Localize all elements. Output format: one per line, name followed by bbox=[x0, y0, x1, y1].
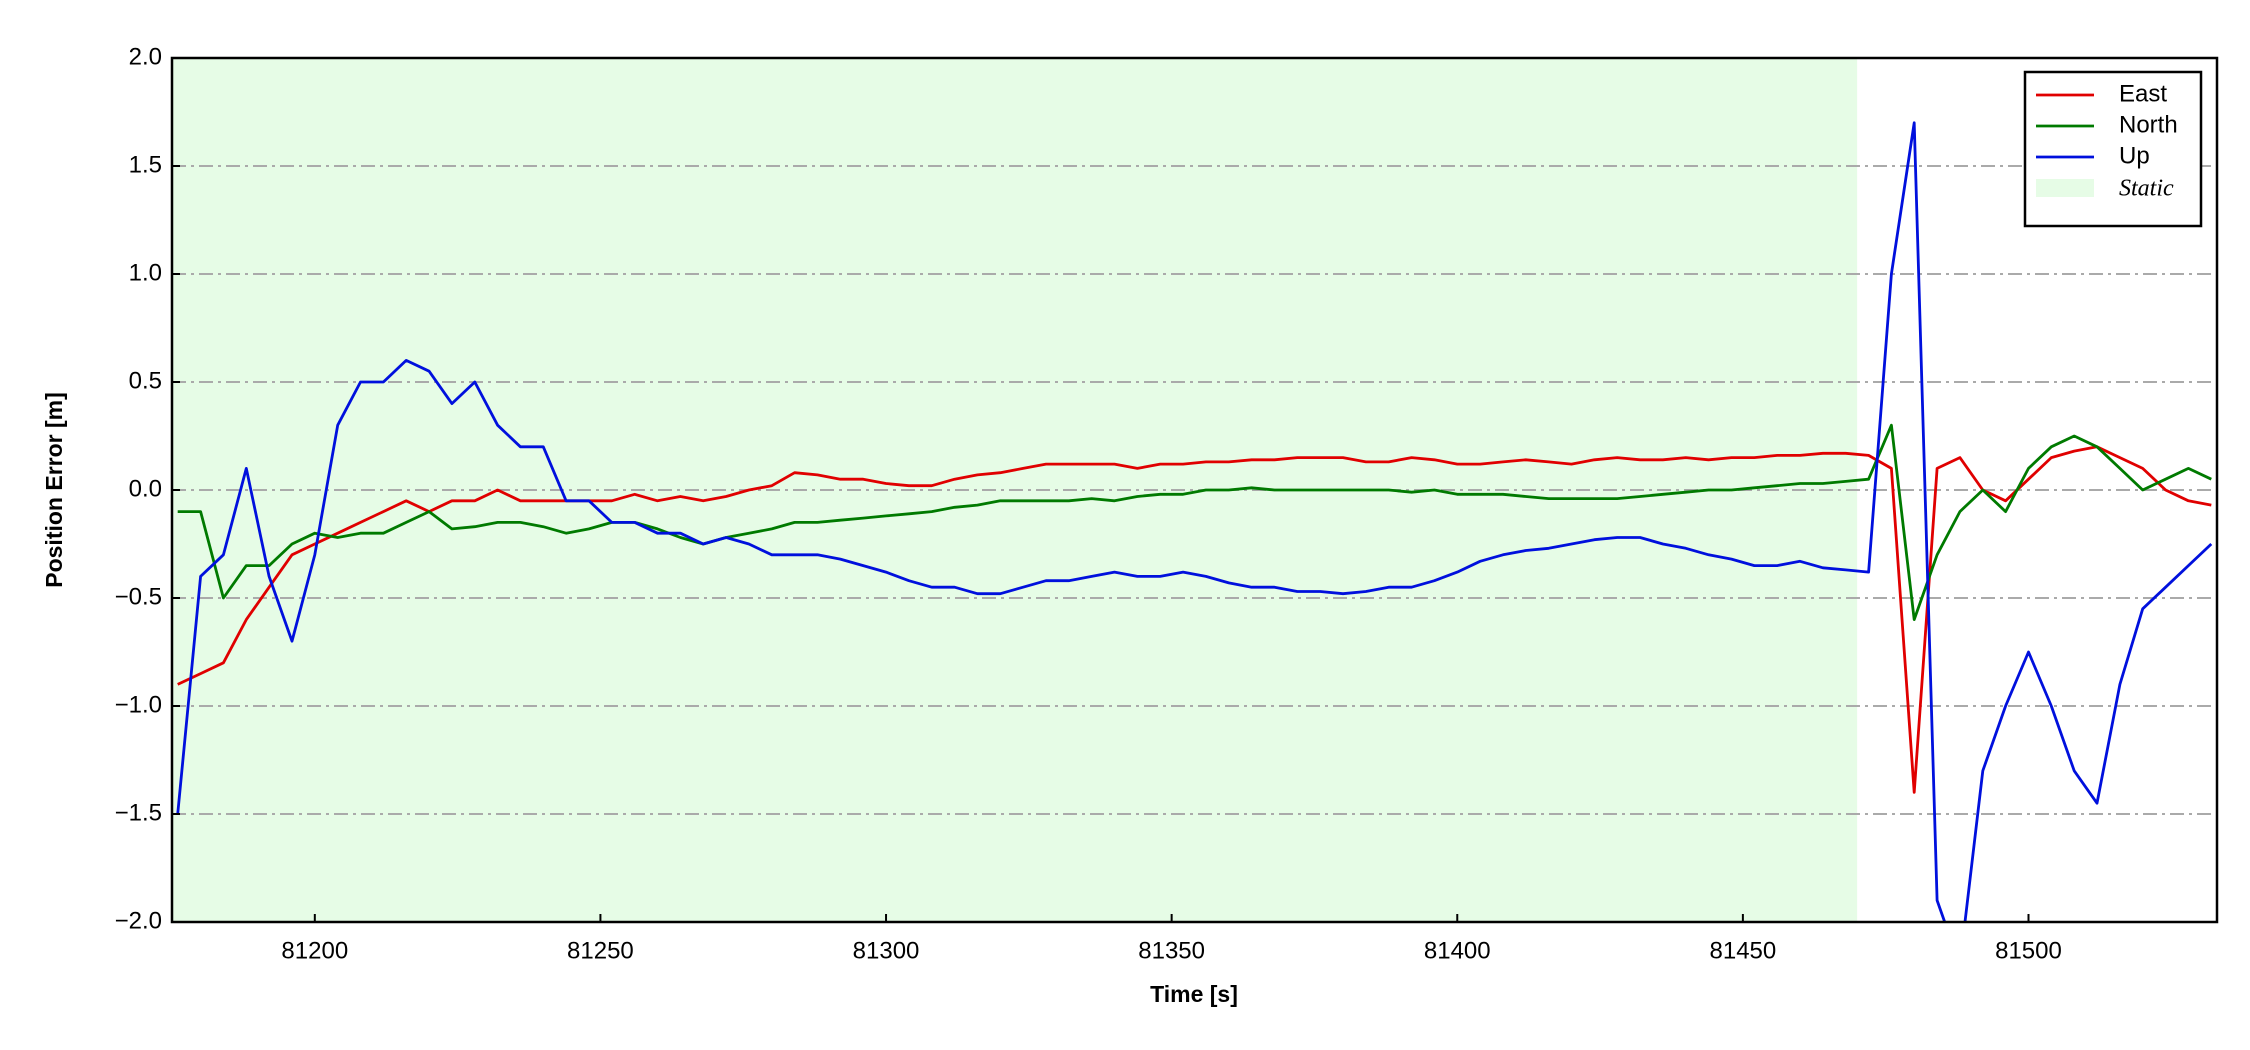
y-tick-label: 2.0 bbox=[129, 43, 162, 70]
y-tick-label: 0.0 bbox=[129, 475, 162, 502]
ticks: −2.0 −1.5 −1.0 −0.5 0.0 0.5 1.0 1.5 2.0 81200 8125… bbox=[115, 43, 2062, 964]
legend-label: North bbox=[2119, 111, 2178, 138]
legend-box bbox=[2023, 70, 2203, 228]
legend: East North Up Static bbox=[2023, 70, 2203, 228]
y-tick-label: 1.5 bbox=[129, 151, 162, 178]
series-line bbox=[177, 445, 2212, 794]
x-tick-label: 81250 bbox=[567, 937, 634, 964]
y-tick-label: 0.5 bbox=[129, 367, 162, 394]
legend-label: Up bbox=[2119, 142, 2150, 169]
x-tick-label: 81500 bbox=[1995, 937, 2062, 964]
x-tick-label: 81400 bbox=[1424, 937, 1491, 964]
series-line bbox=[177, 423, 2212, 621]
x-tick-label: 81300 bbox=[853, 937, 920, 964]
series-line bbox=[176, 121, 2213, 922]
y-tick-label: 1.0 bbox=[129, 259, 162, 286]
y-axis-label: Position Error [m] bbox=[41, 392, 67, 588]
x-tick-label: 81450 bbox=[1710, 937, 1777, 964]
lines bbox=[176, 121, 2213, 922]
y-tick-label: −1.0 bbox=[115, 691, 162, 718]
legend-swatch bbox=[2036, 179, 2094, 197]
x-tick-label: 81350 bbox=[1138, 937, 1205, 964]
legend-label: Static bbox=[2119, 176, 2174, 202]
x-axis-label: Time [s] bbox=[1150, 981, 1238, 1007]
y-tick-label: −2.0 bbox=[115, 907, 162, 934]
y-tick-label: −1.5 bbox=[115, 799, 162, 826]
y-tick-label: −0.5 bbox=[115, 583, 162, 610]
legend-label: East bbox=[2119, 80, 2167, 107]
x-tick-label: 81200 bbox=[281, 937, 348, 964]
